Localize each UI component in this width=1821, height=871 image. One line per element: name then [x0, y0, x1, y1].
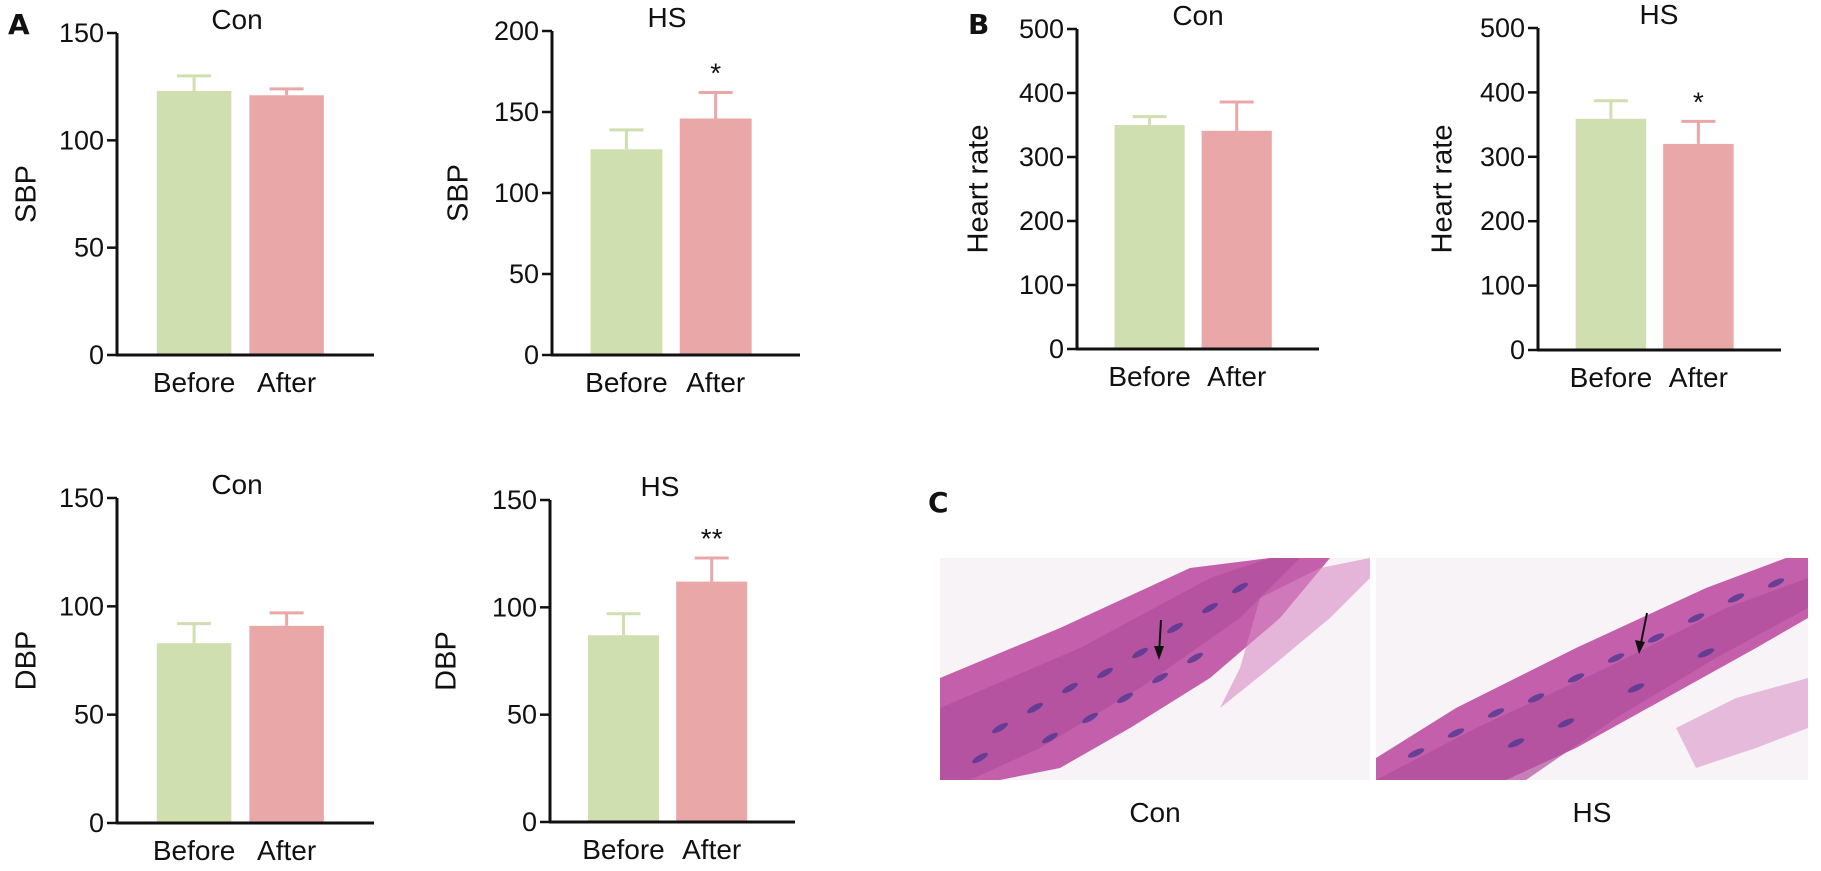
significance-marker: * — [1693, 86, 1704, 117]
y-tick-label: 100 — [59, 125, 104, 155]
y-tick-label: 150 — [59, 18, 104, 48]
bar — [156, 90, 232, 354]
panel-label-c: C — [928, 486, 949, 519]
x-tick-label: After — [257, 835, 316, 866]
bar — [1575, 118, 1647, 349]
y-tick-label: 400 — [1019, 78, 1064, 108]
chart-title: HS — [641, 471, 680, 502]
y-axis-label: DBP — [431, 631, 463, 691]
x-tick-label: Before — [1570, 362, 1653, 393]
y-tick-label: 100 — [1480, 271, 1525, 301]
y-axis-label: SBP — [443, 164, 475, 222]
y-tick-label: 200 — [1019, 206, 1064, 236]
y-tick-label: 100 — [1019, 270, 1064, 300]
chart-title: HS — [1640, 0, 1679, 30]
x-tick-label: After — [1669, 362, 1728, 393]
y-tick-label: 400 — [1480, 77, 1525, 107]
histology-image-con — [940, 558, 1370, 780]
y-axis-label: Heart rate — [963, 125, 995, 254]
x-tick-label: After — [257, 367, 316, 398]
y-tick-label: 50 — [74, 700, 104, 730]
bar — [156, 643, 232, 822]
y-axis-label: SBP — [11, 165, 43, 223]
bar — [1201, 130, 1272, 348]
y-tick-label: 150 — [494, 97, 539, 127]
chart-title: Con — [211, 4, 262, 35]
y-tick-label: 500 — [1019, 14, 1064, 44]
y-tick-label: 0 — [1049, 334, 1064, 364]
y-tick-label: 150 — [59, 483, 104, 513]
y-tick-label: 500 — [1480, 13, 1525, 43]
y-tick-label: 0 — [89, 808, 104, 838]
y-tick-label: 100 — [492, 592, 537, 622]
panel-label-a: A — [8, 8, 30, 41]
bar — [676, 581, 748, 821]
bar — [590, 149, 663, 354]
y-tick-label: 200 — [1480, 206, 1525, 236]
chart-title: Con — [211, 469, 262, 500]
bar — [249, 95, 324, 354]
panel-label-b: B — [968, 8, 990, 41]
significance-marker: ** — [701, 523, 723, 554]
histology-image-hs — [1376, 558, 1808, 780]
bar — [249, 625, 324, 822]
x-tick-label: Before — [582, 834, 665, 865]
x-tick-label: Before — [585, 367, 668, 398]
y-tick-label: 50 — [507, 700, 537, 730]
y-axis-label: DBP — [11, 631, 43, 691]
x-tick-label: After — [686, 367, 745, 398]
bar — [679, 118, 752, 354]
y-axis-label: Heart rate — [1427, 125, 1459, 254]
x-tick-label: After — [1207, 361, 1266, 392]
bar — [587, 635, 660, 821]
significance-marker: * — [710, 58, 721, 89]
histology-caption-con: Con — [1129, 797, 1181, 828]
y-tick-label: 0 — [524, 340, 539, 370]
x-tick-label: Before — [153, 835, 236, 866]
y-tick-label: 50 — [509, 259, 539, 289]
y-tick-label: 300 — [1480, 142, 1525, 172]
y-tick-label: 0 — [89, 340, 104, 370]
x-tick-label: After — [682, 834, 741, 865]
x-tick-label: Before — [153, 367, 236, 398]
y-tick-label: 100 — [59, 591, 104, 621]
y-tick-label: 200 — [494, 16, 539, 46]
chart-title: Con — [1172, 0, 1223, 31]
y-tick-label: 0 — [1510, 335, 1525, 365]
histology-caption-hs: HS — [1572, 797, 1612, 828]
y-tick-label: 100 — [494, 178, 539, 208]
x-tick-label: Before — [1108, 361, 1191, 392]
bar — [1663, 143, 1734, 349]
y-tick-label: 150 — [492, 485, 537, 515]
y-tick-label: 300 — [1019, 142, 1064, 172]
bar — [1114, 125, 1185, 348]
chart-title: HS — [648, 2, 687, 33]
y-tick-label: 0 — [522, 807, 537, 837]
y-tick-label: 50 — [74, 233, 104, 263]
